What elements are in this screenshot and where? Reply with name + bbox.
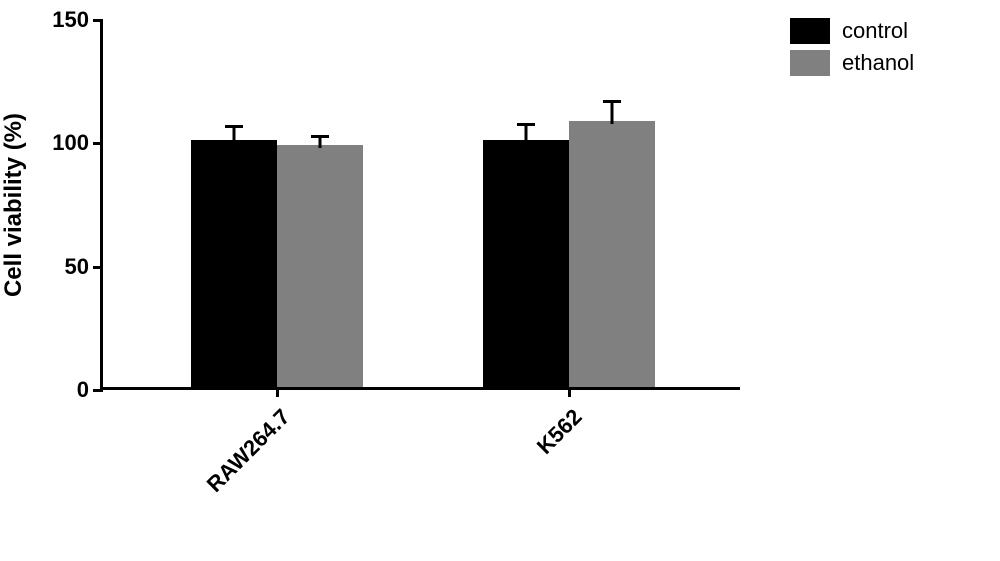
chart-root: 050100150RAW264.7K562 Cell viability (%)… xyxy=(0,0,1000,561)
errorbar-cap xyxy=(311,135,329,138)
xtick-mark xyxy=(568,387,571,397)
legend-swatch xyxy=(790,18,830,44)
legend-label: ethanol xyxy=(842,50,914,76)
xtick-label: RAW264.7 xyxy=(202,404,296,498)
legend-item: control xyxy=(790,18,914,44)
ytick-mark xyxy=(93,389,103,392)
y-axis-label: Cell viability (%) xyxy=(0,113,28,297)
errorbar-cap xyxy=(603,100,621,103)
plot-area: 050100150RAW264.7K562 xyxy=(100,20,740,390)
ytick-mark xyxy=(93,142,103,145)
bar xyxy=(483,140,569,387)
ytick-label: 50 xyxy=(65,254,89,280)
bar xyxy=(277,145,363,387)
errorbar xyxy=(525,124,528,144)
xtick-mark xyxy=(276,387,279,397)
xtick-label: K562 xyxy=(532,404,588,460)
ytick-label: 150 xyxy=(52,7,89,33)
legend-swatch xyxy=(790,50,830,76)
bar xyxy=(569,121,655,387)
errorbar-cap xyxy=(517,123,535,126)
legend-label: control xyxy=(842,18,908,44)
errorbar-cap xyxy=(225,125,243,128)
ytick-label: 100 xyxy=(52,130,89,156)
ytick-label: 0 xyxy=(77,377,89,403)
legend-item: ethanol xyxy=(790,50,914,76)
legend: control ethanol xyxy=(790,18,914,82)
ytick-mark xyxy=(93,266,103,269)
ytick-mark xyxy=(93,19,103,22)
errorbar xyxy=(611,101,614,123)
bar xyxy=(191,140,277,387)
errorbar xyxy=(233,126,236,143)
